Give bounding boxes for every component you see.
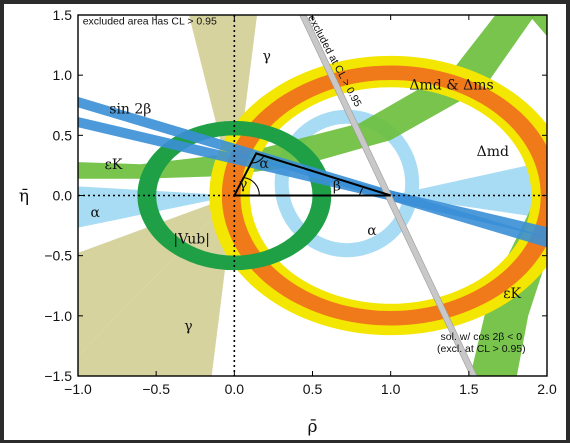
- triangle-beta-label: β: [333, 179, 341, 195]
- y-axis-label: η̄: [19, 187, 29, 207]
- x-tick-label: −1.0: [64, 381, 92, 397]
- epsK-label-left: εK: [105, 157, 123, 173]
- x-tick-label: 0.0: [225, 381, 245, 397]
- alpha-crescent: [274, 109, 420, 258]
- y-tick-label: 0.5: [53, 127, 73, 143]
- gamma-label-top: γ: [262, 49, 270, 65]
- vub-label: |Vub|: [173, 232, 210, 248]
- solution-note-line1: sol. w/ cos 2β < 0: [441, 331, 523, 343]
- triangle-alpha-label: α: [259, 156, 269, 172]
- chart-frame: −1.0 −0.5 0.0 0.5 1.0 1.5 2.0 1.5 1.0 0.5 0.0 −0.5 −…: [4, 4, 566, 440]
- sin2beta-label: sin 2β: [109, 102, 151, 118]
- alpha-angle-arc: [251, 155, 265, 164]
- gamma-wedge-lower-left: [78, 195, 235, 356]
- dm-d-and-s-label: Δmd & Δms: [409, 78, 493, 94]
- alpha-label-left: α: [91, 205, 101, 221]
- epsK-band-top-right: [528, 15, 547, 37]
- y-tick-label: −1.0: [44, 308, 72, 324]
- x-tick-label: 0.5: [303, 381, 323, 397]
- sin2beta-band-secondary: [78, 116, 547, 238]
- x-axis-label: ρ̄: [308, 417, 318, 437]
- beta-angle-arc: [358, 188, 363, 196]
- y-tick-label: 0.0: [53, 188, 73, 204]
- gamma-wedge-upper: [188, 15, 258, 196]
- y-tick-label: −1.5: [44, 368, 72, 384]
- x-tick-label: −0.5: [142, 381, 170, 397]
- gamma-label-bottom: γ: [184, 318, 192, 334]
- excluded-area-note: excluded area has CL > 0.95: [83, 16, 217, 28]
- ckm-fit-chart: −1.0 −0.5 0.0 0.5 1.0 1.5 2.0 1.5 1.0 0.5 0.0 −0.5 −…: [19, 7, 557, 437]
- gamma-angle-arc: [243, 176, 260, 196]
- alpha-wedge-right: [390, 161, 547, 219]
- gamma-wedge-lower: [78, 195, 235, 376]
- epsK-label-right: εK: [503, 286, 521, 302]
- y-tick-label: 1.0: [53, 67, 73, 83]
- dm-d-label: Δmd: [477, 144, 509, 160]
- alpha-label-right: α: [367, 223, 377, 239]
- plot-area: [78, 15, 547, 376]
- x-tick-label: 1.0: [381, 381, 401, 397]
- x-tick-label: 2.0: [537, 381, 557, 397]
- unitarity-triangle: [232, 152, 391, 197]
- y-tick-label: 1.5: [53, 7, 73, 23]
- y-tick-label: −0.5: [44, 248, 72, 264]
- x-tick-label: 1.5: [459, 381, 479, 397]
- solution-note-line2: (excl. at CL > 0.95): [437, 343, 526, 355]
- triangle-gamma-label: γ: [239, 176, 247, 192]
